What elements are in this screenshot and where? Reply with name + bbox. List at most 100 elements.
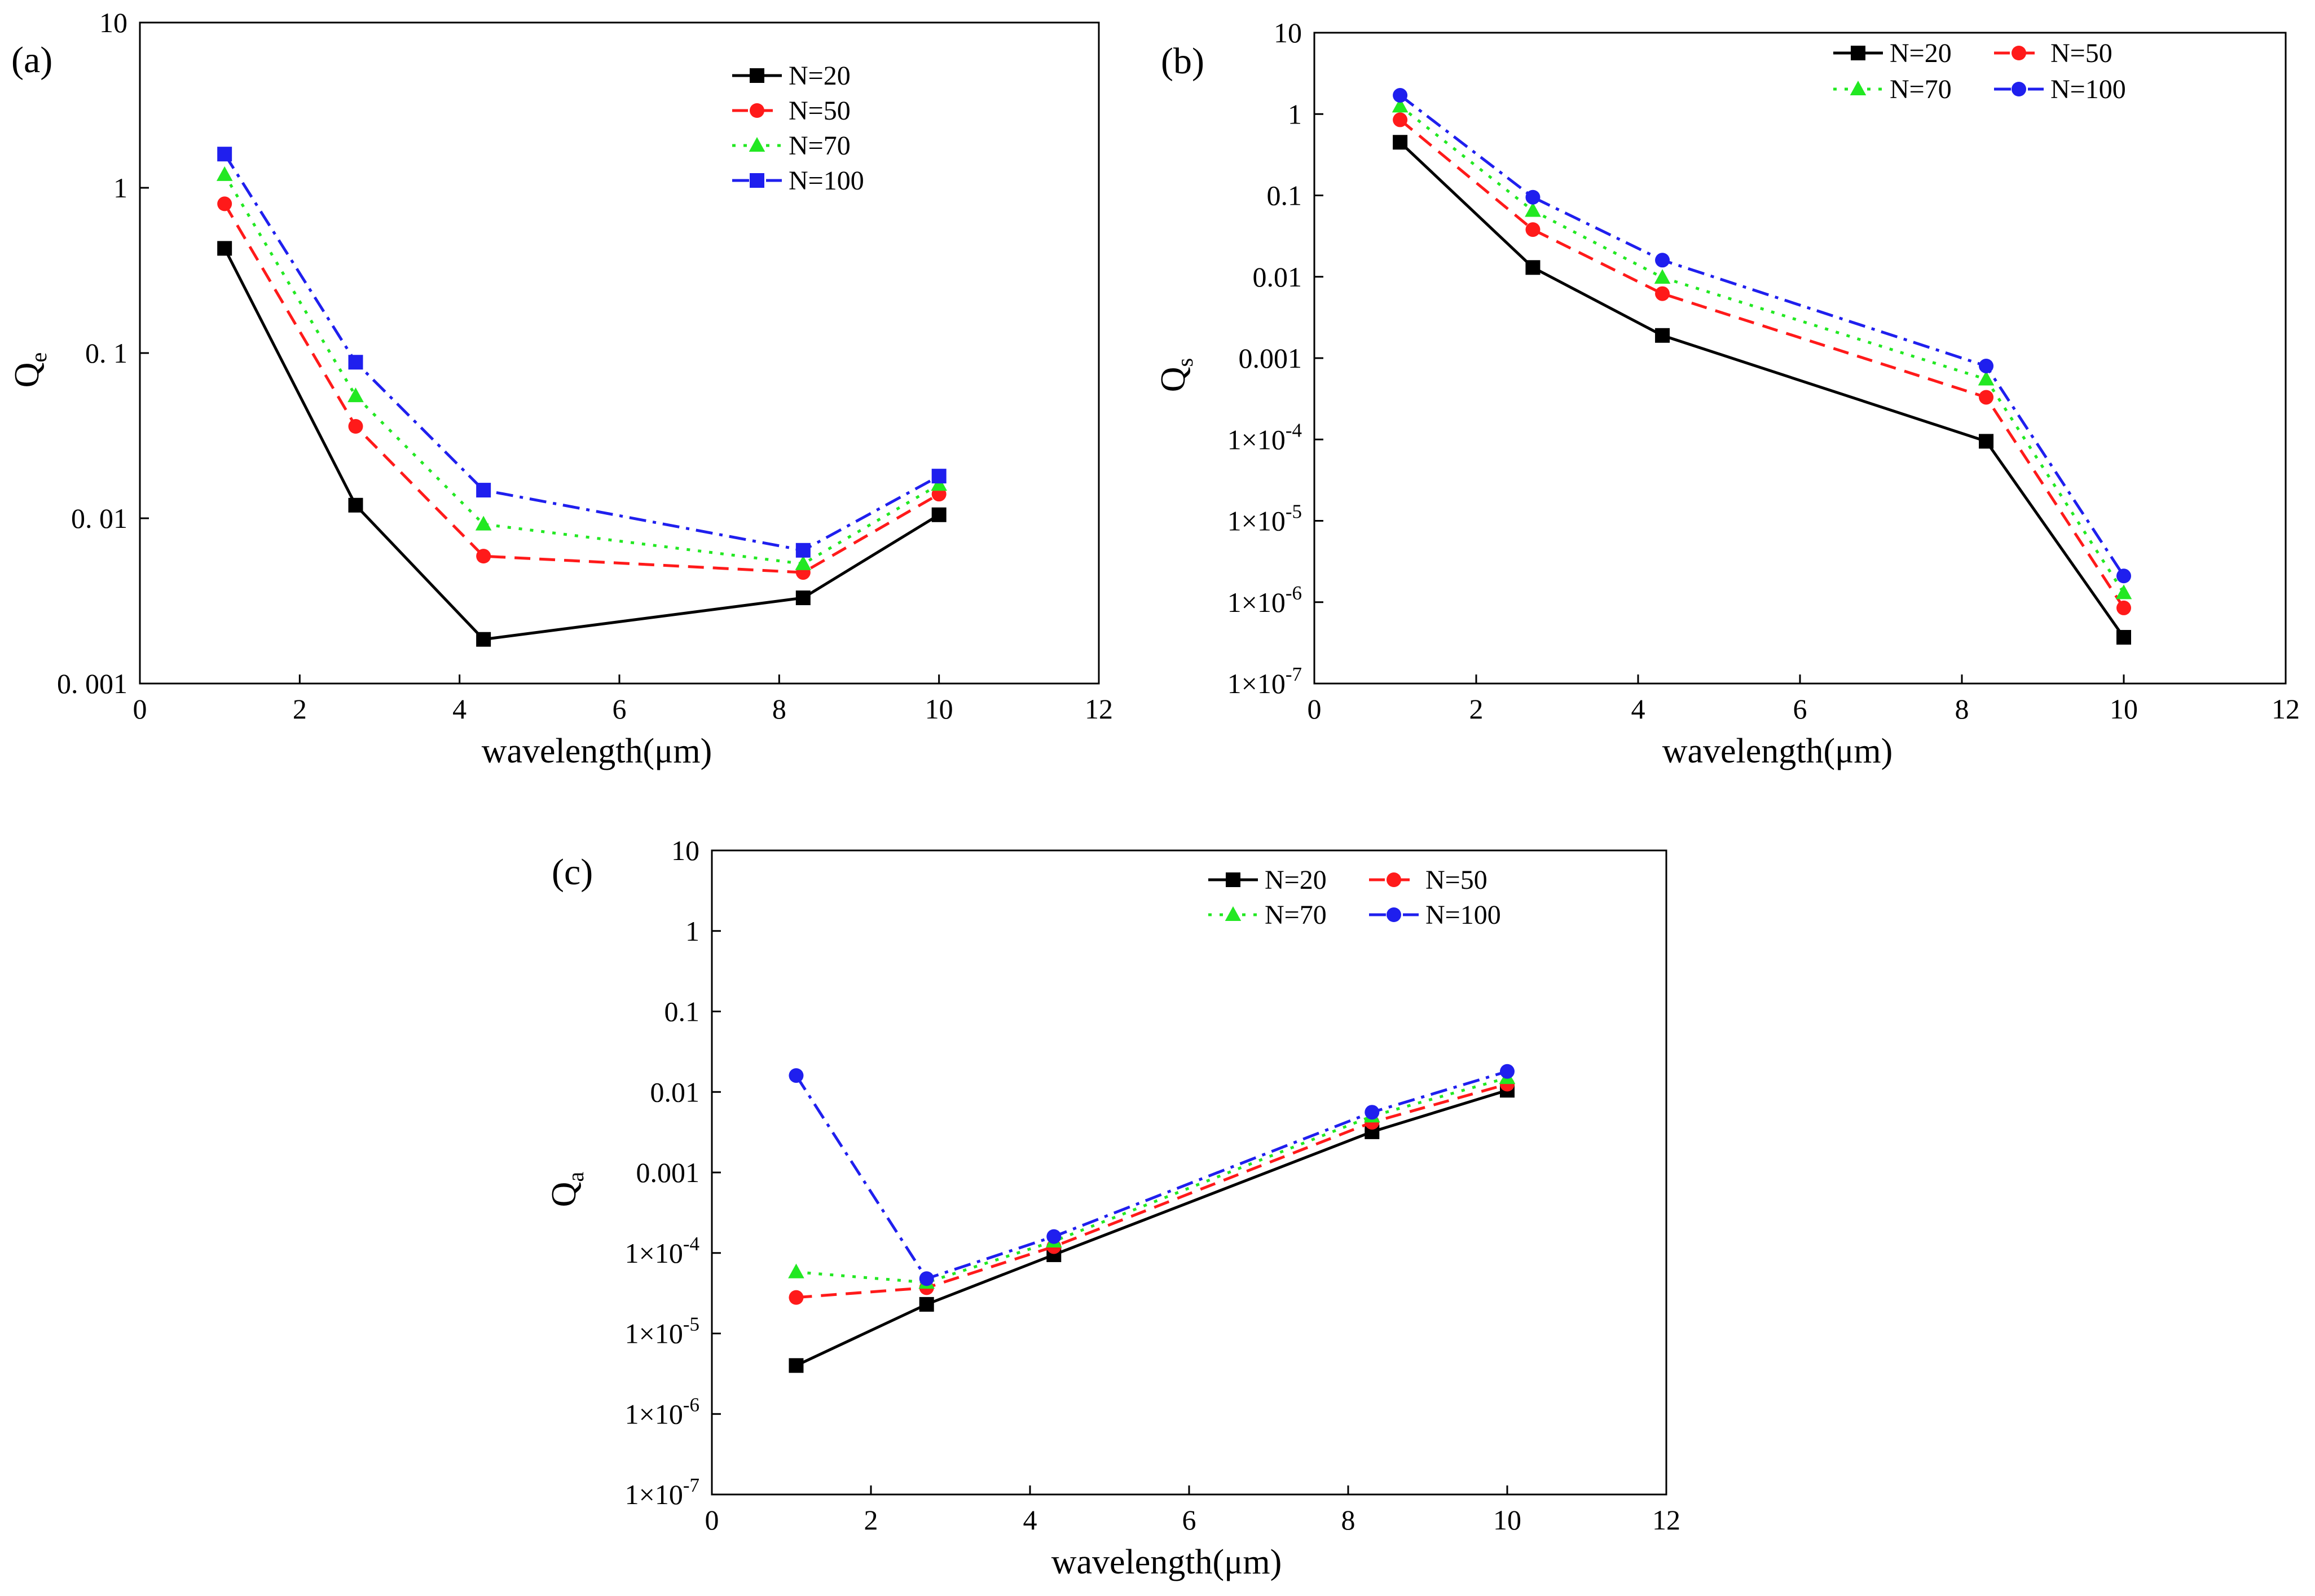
- legend-marker: [750, 68, 764, 83]
- y-axis-label: Qa: [545, 1172, 588, 1207]
- legend-item: N=50: [1369, 865, 1487, 895]
- series-n100: [1393, 88, 2131, 584]
- y-tick-label: 0.01: [650, 1076, 700, 1108]
- y-tick-label: 1×10-7: [1227, 663, 1302, 699]
- y-tick-label-base: 0.001: [636, 1157, 700, 1188]
- data-point-marker: [795, 590, 811, 606]
- legend-label: N=50: [1425, 865, 1487, 895]
- chart-panel-a: 0 2 4 6 8 10 12 0. 001 0. 01 0. 1 1 10 wavelength(μm…: [8, 7, 1113, 770]
- y-axis-label-main: Q: [8, 363, 46, 388]
- data-point-marker: [1979, 358, 1994, 373]
- legend-label: N=100: [1425, 900, 1501, 930]
- y-tick-label-base: 0. 001: [57, 668, 127, 699]
- y-tick-label: 1×10-4: [625, 1233, 699, 1269]
- data-point-marker: [931, 469, 947, 484]
- series-n100: [217, 147, 947, 558]
- x-tick-label: 12: [1085, 693, 1113, 725]
- y-axis-label-subscript: e: [26, 352, 51, 363]
- y-tick-label-base: 0.01: [650, 1076, 700, 1108]
- y-tick-label-base: 1: [113, 172, 127, 204]
- x-tick-label: 4: [452, 693, 466, 725]
- legend: N=20 N=50 N=70 N=100: [732, 61, 864, 196]
- x-tick-label: 6: [1182, 1504, 1196, 1536]
- x-tick-label: 8: [1341, 1504, 1355, 1536]
- data-point-marker: [1393, 112, 1408, 127]
- y-tick-label-base: 0.001: [1239, 342, 1302, 374]
- series-line: [796, 1083, 1508, 1299]
- y-tick-label-base: 1×10: [625, 1479, 683, 1510]
- y-tick-label: 1×10-6: [1227, 582, 1302, 618]
- y-tick-label-base: 10: [671, 835, 699, 866]
- y-tick-label: 0.1: [1267, 180, 1302, 211]
- legend-marker: [1851, 46, 1865, 60]
- x-tick-label: 4: [1631, 693, 1645, 725]
- y-tick-label-exponent: -5: [683, 1313, 699, 1335]
- y-tick-label-base: 0.1: [1267, 180, 1302, 211]
- y-tick-label-base: 0. 1: [85, 337, 127, 369]
- y-tick-label-base: 1×10: [625, 1398, 683, 1430]
- legend-marker: [2012, 46, 2026, 60]
- legend-label: N=20: [1890, 38, 1952, 68]
- data-point-marker: [1525, 260, 1541, 275]
- y-tick-label: 1×10-6: [625, 1394, 699, 1430]
- data-point-marker: [348, 355, 363, 370]
- y-tick-label: 0. 1: [85, 337, 127, 369]
- legend-item: N=50: [1994, 38, 2112, 68]
- legend-marker: [1387, 872, 1401, 887]
- data-point-marker: [795, 543, 811, 558]
- legend-label: N=70: [1265, 900, 1327, 930]
- data-point-marker: [1979, 434, 1994, 449]
- data-point-marker: [931, 476, 947, 491]
- data-point-marker: [217, 147, 232, 162]
- legend-item: N=20: [1208, 865, 1327, 895]
- y-tick-label: 0.001: [1239, 342, 1302, 374]
- x-tick-label: 2: [864, 1504, 878, 1536]
- y-tick-label-exponent: -4: [1286, 419, 1302, 441]
- data-point-marker: [1393, 135, 1408, 150]
- data-point-marker: [216, 166, 233, 181]
- data-point-marker: [919, 1297, 934, 1312]
- data-point-marker: [1046, 1229, 1062, 1244]
- data-point-marker: [1525, 222, 1541, 237]
- svg-text:Qe: Qe: [8, 352, 51, 388]
- legend-label: N=50: [2050, 38, 2112, 68]
- data-point-marker: [1365, 1105, 1380, 1120]
- data-point-marker: [476, 549, 491, 564]
- series-line: [1399, 118, 2125, 609]
- y-tick-label: 0.1: [664, 996, 700, 1028]
- x-tick-label: 8: [772, 693, 786, 725]
- x-tick-label: 8: [1955, 693, 1969, 725]
- y-axis-label-subscript: a: [563, 1172, 588, 1182]
- y-axis-label-main: Q: [545, 1182, 583, 1207]
- legend-item: N=70: [732, 131, 851, 161]
- y-tick-label-base: 1: [1288, 98, 1302, 130]
- y-tick-label-exponent: -7: [683, 1474, 699, 1496]
- x-axis-label: wavelength(μm): [482, 732, 712, 770]
- data-point-marker: [1978, 371, 1995, 386]
- series-n20: [217, 241, 947, 647]
- x-tick-label: 2: [1469, 693, 1484, 725]
- y-tick-label: 1: [1288, 98, 1302, 130]
- chart-panel-c: 0 2 4 6 8 10 121×10-71×10-61×10-51×10-40.0010.…: [545, 835, 1680, 1581]
- legend-marker: [1225, 906, 1242, 922]
- svg-text:Qs: Qs: [1154, 358, 1198, 392]
- data-point-marker: [217, 196, 232, 211]
- legend-label: N=70: [1890, 74, 1952, 104]
- y-tick-label-base: 10: [1274, 17, 1302, 49]
- data-point-marker: [1654, 269, 1671, 284]
- y-tick-label: 1×10-4: [1227, 419, 1302, 455]
- series-n20: [1393, 135, 2131, 645]
- legend-marker: [2012, 82, 2026, 96]
- x-axis-label: wavelength(μm): [1662, 732, 1893, 770]
- legend-marker: [1387, 907, 1401, 922]
- y-tick-label-base: 1×10: [1227, 424, 1286, 455]
- data-point-marker: [476, 483, 491, 498]
- panel-label: (c): [552, 852, 593, 893]
- data-point-marker: [789, 1358, 804, 1373]
- y-tick-label-exponent: -7: [1286, 663, 1302, 685]
- y-tick-label: 1×10-5: [625, 1313, 699, 1350]
- data-point-marker: [919, 1271, 934, 1286]
- x-tick-label: 6: [1793, 693, 1807, 725]
- data-point-marker: [1392, 98, 1409, 113]
